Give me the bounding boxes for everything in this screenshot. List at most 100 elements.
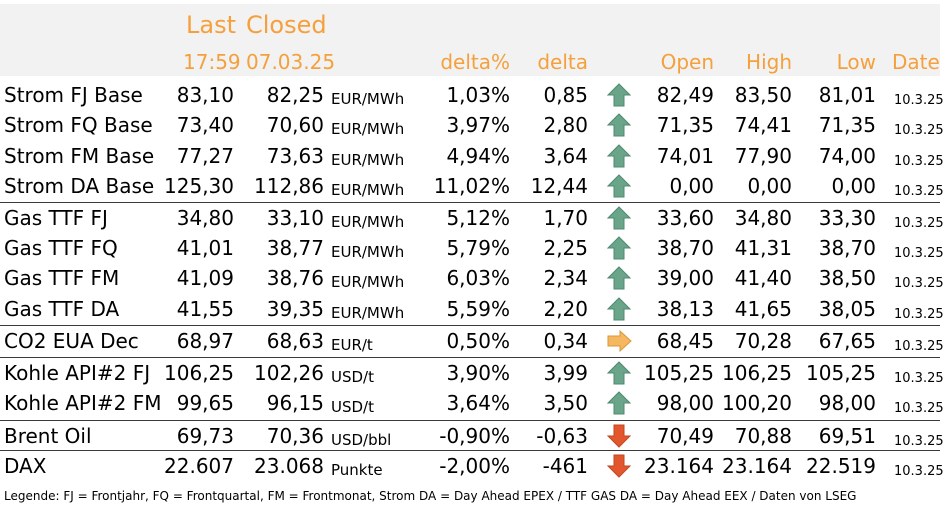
row-name: Strom FQ Base xyxy=(4,113,153,137)
header-low: Low xyxy=(836,50,876,74)
row-date: 10.3.25 xyxy=(894,93,944,108)
arrow-up-icon xyxy=(606,206,632,230)
row-unit: EUR/MWh xyxy=(331,273,405,291)
row-unit: EUR/MWh xyxy=(331,243,405,261)
row-unit: EUR/MWh xyxy=(331,120,405,138)
row-delta-pct: 3,64% xyxy=(446,391,510,415)
row-closed: 102,26 xyxy=(254,361,324,385)
row-low: 67,65 xyxy=(818,329,876,353)
row-last: 41,01 xyxy=(176,236,234,260)
row-unit: Punkte xyxy=(331,461,383,479)
row-unit: EUR/t xyxy=(331,336,373,354)
row-delta-pct: 5,12% xyxy=(446,206,510,230)
header-closed-date: 07.03.25 xyxy=(246,50,336,74)
row-date: 10.3.25 xyxy=(894,371,944,386)
row-unit: EUR/MWh xyxy=(331,213,405,231)
row-last: 99,65 xyxy=(176,391,234,415)
arrow-up-icon xyxy=(606,361,632,385)
row-delta-pct: -2,00% xyxy=(439,454,510,478)
header-last-time: 17:59 xyxy=(183,50,241,74)
table-row: Gas TTF DA 41,55 39,35 EUR/MWh 5,59% 2,20 38,1… xyxy=(0,294,944,325)
row-last: 106,25 xyxy=(164,361,234,385)
row-delta: 2,25 xyxy=(543,236,588,260)
row-unit: EUR/MWh xyxy=(331,151,405,169)
arrow-up-icon xyxy=(606,113,632,137)
row-low: 22.519 xyxy=(806,454,876,478)
table-row: Gas TTF FJ 34,80 33,10 EUR/MWh 5,12% 1,70 33,6… xyxy=(0,202,944,234)
header-delta-pct: delta% xyxy=(440,50,510,74)
row-low: 38,50 xyxy=(818,266,876,290)
table-row: Brent Oil 69,73 70,36 USD/bbl -0,90% -0,63 70,… xyxy=(0,420,944,452)
row-last: 41,55 xyxy=(176,297,234,321)
row-delta: 0,85 xyxy=(543,83,588,107)
row-open: 71,35 xyxy=(656,113,714,137)
row-date: 10.3.25 xyxy=(894,307,944,322)
row-low: 81,01 xyxy=(818,83,876,107)
row-closed: 82,25 xyxy=(266,83,324,107)
row-high: 70,88 xyxy=(734,424,792,448)
row-closed: 38,76 xyxy=(266,266,324,290)
arrow-down-icon xyxy=(606,424,632,448)
row-unit: EUR/MWh xyxy=(331,181,405,199)
row-delta: 3,50 xyxy=(543,391,588,415)
row-date: 10.3.25 xyxy=(894,154,944,169)
arrow-up-icon xyxy=(606,391,632,415)
row-last: 125,30 xyxy=(164,174,234,198)
row-date: 10.3.25 xyxy=(894,184,944,199)
row-name: Gas TTF FJ xyxy=(4,206,108,230)
table-row: Strom DA Base 125,30 112,86 EUR/MWh 11,02% 12… xyxy=(0,171,944,202)
row-delta-pct: 3,90% xyxy=(446,361,510,385)
row-name: Strom FJ Base xyxy=(4,83,143,107)
row-date: 10.3.25 xyxy=(894,434,944,449)
row-open: 105,25 xyxy=(644,361,714,385)
table-row: Strom FQ Base 73,40 70,60 EUR/MWh 3,97% 2,80 7… xyxy=(0,110,944,141)
table-row: Strom FJ Base 83,10 82,25 EUR/MWh 1,03% 0,85 8… xyxy=(0,80,944,111)
row-open: 82,49 xyxy=(656,83,714,107)
row-name: Kohle API#2 FM xyxy=(4,391,162,415)
row-closed: 112,86 xyxy=(254,174,324,198)
row-high: 0,00 xyxy=(747,174,792,198)
row-high: 83,50 xyxy=(734,83,792,107)
row-high: 77,90 xyxy=(734,144,792,168)
row-delta: 0,34 xyxy=(543,329,588,353)
table-row: DAX 22.607 23.068 Punkte -2,00% -461 23.164 23.… xyxy=(0,450,944,482)
row-low: 71,35 xyxy=(818,113,876,137)
row-open: 38,13 xyxy=(656,297,714,321)
row-delta-pct: 5,79% xyxy=(446,236,510,260)
row-closed: 70,60 xyxy=(266,113,324,137)
arrow-up-icon xyxy=(606,266,632,290)
row-delta-pct: 0,50% xyxy=(446,329,510,353)
arrow-up-icon xyxy=(606,297,632,321)
row-low: 74,00 xyxy=(818,144,876,168)
table-row: Gas TTF FM 41,09 38,76 EUR/MWh 6,03% 2,34 39,0… xyxy=(0,263,944,294)
header-closed: Closed xyxy=(246,11,327,39)
row-date: 10.3.25 xyxy=(894,401,944,416)
row-name: Strom FM Base xyxy=(4,144,155,168)
arrow-up-icon xyxy=(606,174,632,198)
row-open: 74,01 xyxy=(656,144,714,168)
row-low: 38,05 xyxy=(818,297,876,321)
row-last: 69,73 xyxy=(176,424,234,448)
arrow-down-icon xyxy=(606,454,632,478)
row-date: 10.3.25 xyxy=(894,339,944,354)
header-last: Last xyxy=(186,11,236,39)
row-delta: 2,34 xyxy=(543,266,588,290)
row-high: 34,80 xyxy=(734,206,792,230)
row-last: 22.607 xyxy=(164,454,234,478)
row-high: 100,20 xyxy=(722,391,792,415)
row-closed: 96,15 xyxy=(266,391,324,415)
header-band xyxy=(0,4,940,76)
row-low: 33,30 xyxy=(818,206,876,230)
row-open: 98,00 xyxy=(656,391,714,415)
row-unit: USD/bbl xyxy=(331,431,392,449)
row-date: 10.3.25 xyxy=(894,216,944,231)
table-row: Kohle API#2 FJ 106,25 102,26 USD/t 3,90% 3,99… xyxy=(0,357,944,389)
row-name: Brent Oil xyxy=(4,424,92,448)
row-delta-pct: 11,02% xyxy=(433,174,510,198)
row-closed: 70,36 xyxy=(266,424,324,448)
row-delta: 1,70 xyxy=(543,206,588,230)
row-high: 41,31 xyxy=(734,236,792,260)
row-date: 10.3.25 xyxy=(894,464,944,479)
row-high: 70,28 xyxy=(734,329,792,353)
arrow-up-icon xyxy=(606,83,632,107)
